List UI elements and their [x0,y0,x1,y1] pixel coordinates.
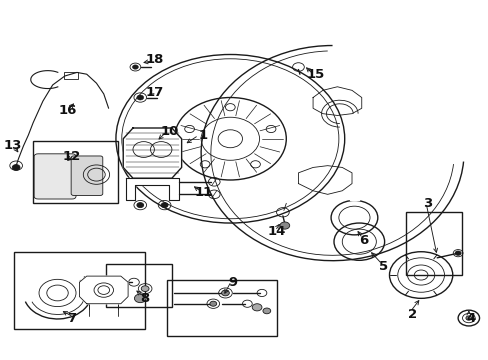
Text: 14: 14 [267,225,285,238]
Text: 9: 9 [228,276,237,289]
FancyBboxPatch shape [71,156,102,195]
Text: 12: 12 [63,150,81,163]
Text: 15: 15 [306,68,324,81]
Text: 4: 4 [466,311,475,325]
Text: 16: 16 [58,104,76,117]
Polygon shape [79,276,128,304]
Text: 2: 2 [407,308,417,321]
Circle shape [209,301,216,306]
Text: 18: 18 [145,53,164,66]
Circle shape [221,290,229,296]
Text: 8: 8 [140,292,149,305]
Bar [33,140,118,203]
Bar [106,264,172,307]
Text: 1: 1 [199,129,208,142]
Bar [167,280,276,336]
Circle shape [137,95,143,100]
Text: 11: 11 [194,186,212,199]
Circle shape [252,304,262,311]
Text: 6: 6 [359,234,368,247]
Polygon shape [123,128,181,178]
Circle shape [465,316,471,320]
Circle shape [12,165,20,170]
Text: 3: 3 [422,197,431,210]
Circle shape [137,203,143,208]
Circle shape [132,65,138,69]
FancyBboxPatch shape [34,154,76,199]
Text: 7: 7 [67,311,77,325]
Text: 17: 17 [145,86,163,99]
Text: 13: 13 [3,139,21,152]
Circle shape [161,203,168,208]
Circle shape [263,308,270,314]
Circle shape [280,222,289,229]
Bar [14,252,145,329]
Circle shape [141,286,149,292]
Bar [405,212,461,275]
Circle shape [134,294,146,303]
Text: 10: 10 [160,125,178,138]
Bar [64,72,78,78]
Text: 5: 5 [378,260,387,273]
Circle shape [454,251,460,255]
Polygon shape [125,178,179,200]
